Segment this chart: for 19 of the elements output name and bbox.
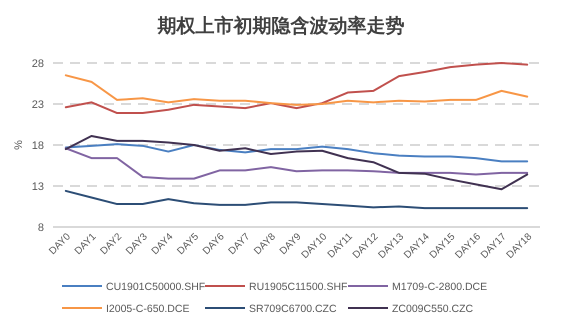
line-series bbox=[64, 74, 528, 106]
line-series bbox=[64, 143, 528, 162]
line-series bbox=[64, 190, 528, 210]
y-tick-label: 23 bbox=[32, 99, 44, 111]
y-axis-title: % bbox=[13, 140, 25, 150]
legend-label: ZC009C550.CZC bbox=[392, 303, 474, 315]
y-tick-label: 8 bbox=[38, 222, 44, 234]
y-tick-label: 18 bbox=[32, 140, 44, 152]
chart-title: 期权上市初期隐含波动率走势 bbox=[156, 15, 404, 37]
legend-label: RU1905C11500.SHF bbox=[249, 281, 348, 293]
line-series bbox=[64, 134, 528, 190]
y-tick-label: 28 bbox=[32, 58, 44, 70]
legend-label: SR709C6700.CZC bbox=[249, 303, 337, 315]
line-series bbox=[64, 62, 528, 114]
y-tick-label: 13 bbox=[32, 181, 44, 193]
line-series bbox=[64, 147, 528, 180]
legend-label: I2005-C-650.DCE bbox=[106, 303, 190, 315]
legend-label: CU1901C50000.SHF bbox=[106, 281, 206, 293]
legend-label: M1709-C-2800.DCE bbox=[392, 281, 488, 293]
